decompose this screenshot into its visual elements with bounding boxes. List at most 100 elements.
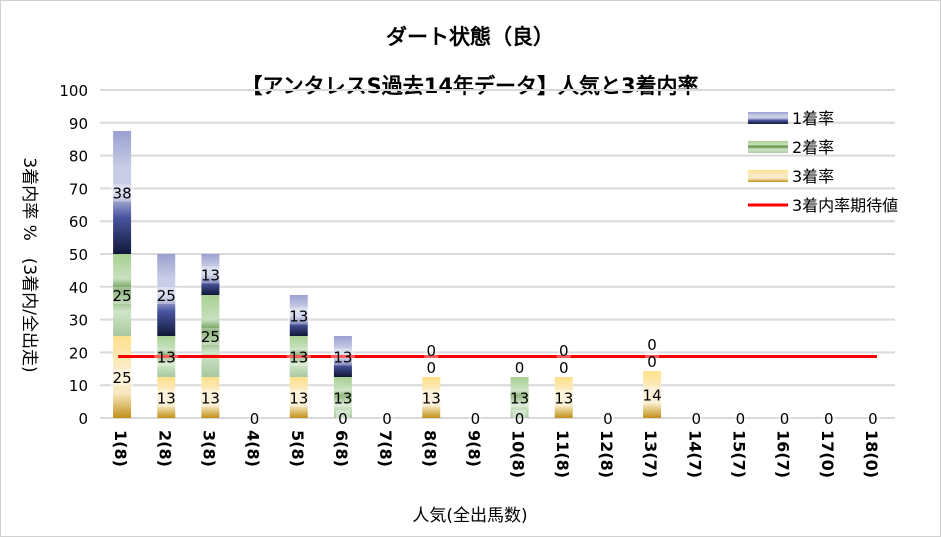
x-tick-label: 5(8) xyxy=(288,430,307,467)
data-label: 25 xyxy=(201,328,220,346)
x-tick-label: 8(8) xyxy=(420,430,439,467)
legend-label: 3着率 xyxy=(792,167,834,186)
data-label: 13 xyxy=(422,390,441,408)
x-tick-label: 7(8) xyxy=(376,430,395,467)
data-label-bg xyxy=(512,359,527,376)
data-label-bg xyxy=(110,287,135,304)
bar-segment-1着率 xyxy=(201,254,220,295)
x-tick-label: 14(7) xyxy=(685,430,704,478)
legend: 1着率 2着率 3着率 3着内率期待値 xyxy=(748,109,898,215)
x-tick-label: 11(8) xyxy=(553,430,572,478)
data-label-bg xyxy=(468,410,483,427)
data-label: 13 xyxy=(157,390,176,408)
data-label: 0 xyxy=(647,336,657,354)
data-label: 0 xyxy=(603,410,613,428)
data-label: 13 xyxy=(157,349,176,367)
data-label-bg xyxy=(640,386,665,404)
data-label-bg xyxy=(247,410,262,427)
data-label: 25 xyxy=(113,287,132,305)
data-label-bg xyxy=(424,359,439,376)
x-tick-label: 9(8) xyxy=(464,430,483,467)
data-label-bg xyxy=(286,389,311,407)
legend-label: 2着率 xyxy=(792,138,834,157)
x-tick-label: 18(0) xyxy=(862,430,881,478)
x-tick-label: 13(7) xyxy=(641,430,660,478)
data-label: 0 xyxy=(691,410,701,428)
y-tick-label: 100 xyxy=(59,82,88,100)
data-label-bg xyxy=(419,389,444,407)
bar-segment-1着率 xyxy=(157,254,176,336)
y-tick-label: 20 xyxy=(69,344,88,362)
y-tick-label: 70 xyxy=(69,180,88,198)
x-tick-label: 6(8) xyxy=(332,430,351,467)
bar-segment-3着率 xyxy=(643,371,662,418)
data-label: 13 xyxy=(554,390,573,408)
x-axis-title: 人気(全出馬数) xyxy=(412,506,527,526)
data-label-bg xyxy=(286,307,311,325)
data-label: 13 xyxy=(289,308,308,326)
data-label: 0 xyxy=(868,410,878,428)
data-label-bg xyxy=(330,389,355,407)
y-tick-label: 40 xyxy=(69,279,88,297)
data-label-bg xyxy=(733,410,748,427)
data-label-bg xyxy=(286,348,311,366)
data-label-bg xyxy=(600,410,615,427)
data-label-bg xyxy=(507,389,532,407)
data-label-bg xyxy=(198,266,223,284)
data-label: 13 xyxy=(333,349,352,367)
data-label-bg xyxy=(154,287,179,304)
data-label-bg xyxy=(154,348,179,366)
data-label-bg xyxy=(424,342,439,359)
data-label-bg xyxy=(110,184,135,202)
data-label: 0 xyxy=(471,410,481,428)
chart-title-line2: 【アンタレスS過去14年データ】人気と3着内率 xyxy=(241,74,698,98)
data-label: 0 xyxy=(515,359,525,377)
data-label-bg xyxy=(110,369,135,386)
data-label-bg xyxy=(556,342,571,359)
data-label: 0 xyxy=(824,410,834,428)
y-tick-label: 50 xyxy=(69,246,88,264)
data-label: 0 xyxy=(426,342,436,360)
data-label: 0 xyxy=(559,342,569,360)
data-label-bg xyxy=(335,410,350,427)
data-label: 25 xyxy=(113,369,132,387)
bar-segment-2着率 xyxy=(113,254,132,336)
y-tick-label: 30 xyxy=(69,312,88,330)
legend-label: 1着率 xyxy=(792,109,834,128)
legend-swatch xyxy=(748,170,788,182)
x-tick-label: 12(8) xyxy=(597,430,616,478)
data-label: 25 xyxy=(157,287,176,305)
data-label: 0 xyxy=(736,410,746,428)
data-label-bg xyxy=(865,410,880,427)
y-tick-label: 60 xyxy=(69,213,88,231)
x-tick-label: 16(7) xyxy=(774,430,793,478)
bar-segment-3着率 xyxy=(289,377,308,418)
y-tick-label: 90 xyxy=(69,115,88,133)
data-label: 13 xyxy=(289,390,308,408)
data-label-bg xyxy=(777,410,792,427)
data-label: 0 xyxy=(338,410,348,428)
data-label: 13 xyxy=(201,267,220,285)
bar-segment-2着率 xyxy=(510,377,529,418)
chart-title-line1: ダート状態（良） xyxy=(386,25,554,49)
data-label: 13 xyxy=(510,390,529,408)
x-tick-label: 17(0) xyxy=(818,430,837,478)
x-tick-label: 15(7) xyxy=(729,430,748,478)
data-label-bg xyxy=(689,410,704,427)
y-tick-label: 10 xyxy=(69,377,88,395)
data-label: 0 xyxy=(250,410,260,428)
y-axis-title: 3着内率 % (3着内/全出走) xyxy=(19,157,39,372)
data-label-bg xyxy=(645,353,660,371)
y-tick-label: 0 xyxy=(78,410,88,428)
data-label-bg xyxy=(645,336,660,354)
x-tick-label: 1(8) xyxy=(111,430,130,467)
data-label: 0 xyxy=(426,359,436,377)
legend-label: 3着内率期待値 xyxy=(792,196,898,215)
x-tick-label: 10(8) xyxy=(509,430,528,478)
data-label-bg xyxy=(330,348,355,366)
data-label: 0 xyxy=(515,410,525,428)
x-tick-label: 4(8) xyxy=(244,430,263,467)
data-label: 0 xyxy=(780,410,790,428)
bar-segment-1着率 xyxy=(289,295,308,336)
